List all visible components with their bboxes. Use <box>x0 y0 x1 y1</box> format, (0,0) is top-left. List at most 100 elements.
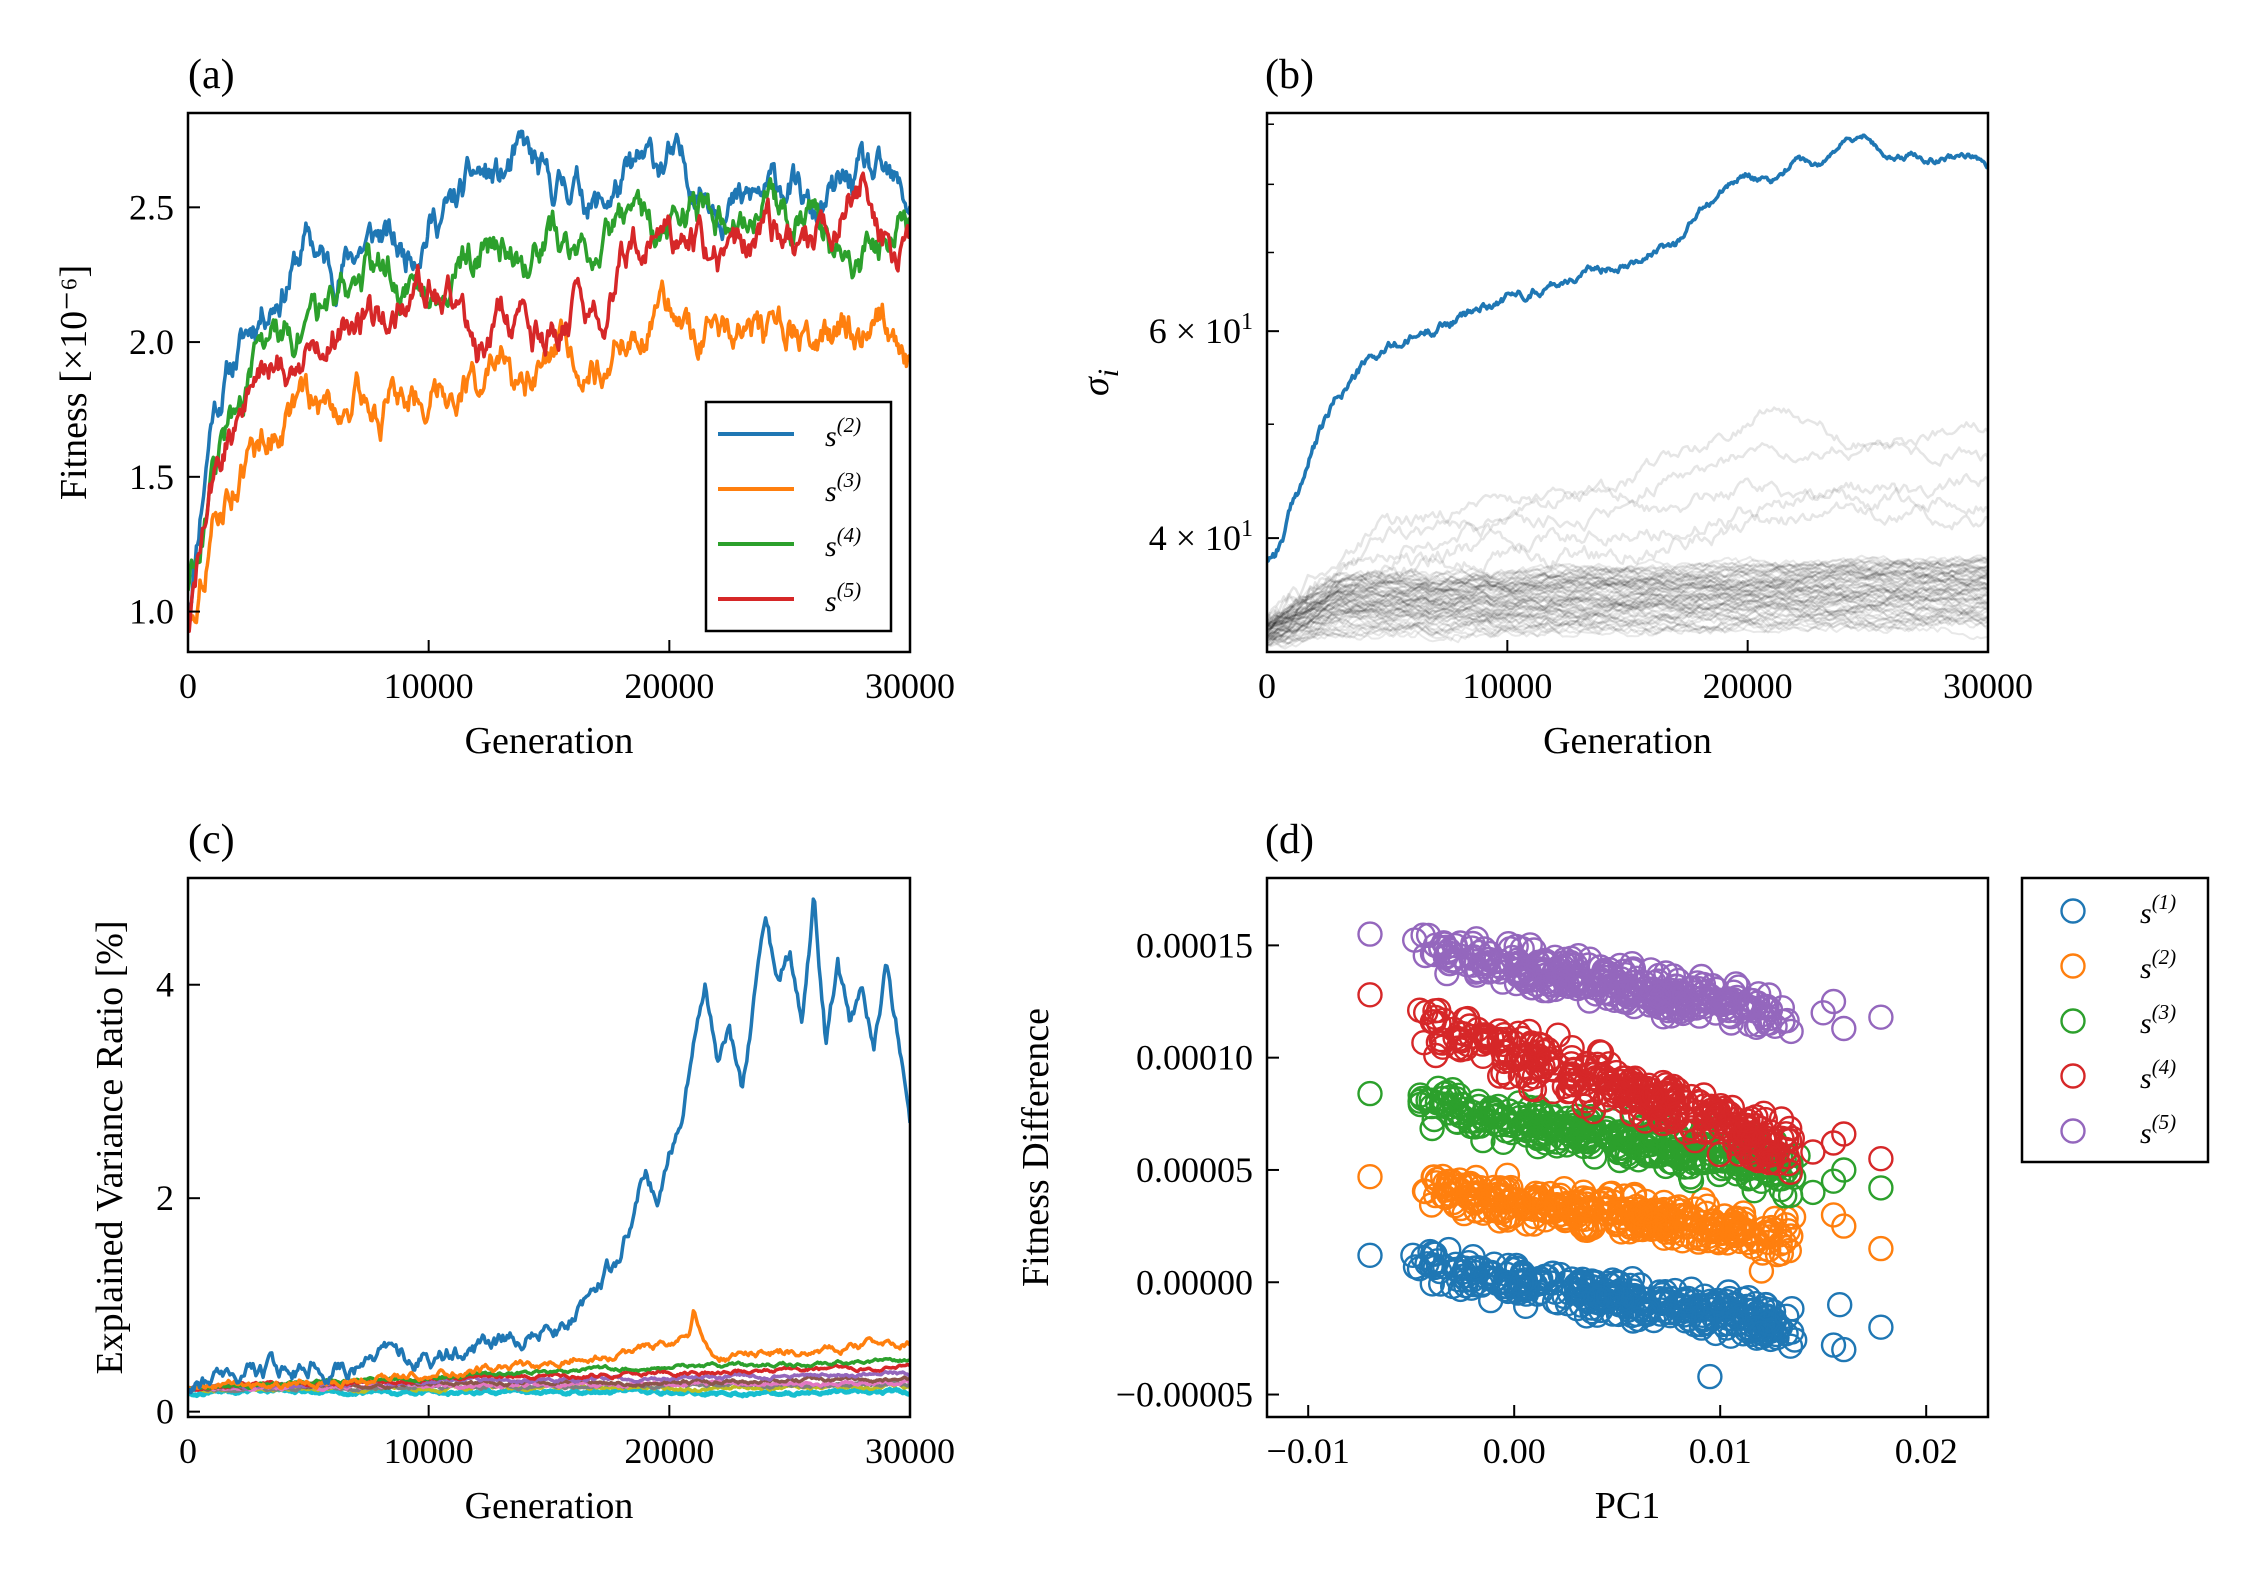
scatter-point <box>1664 1077 1691 1103</box>
scatter-point <box>1653 960 1679 986</box>
scatter-point <box>1635 1296 1661 1323</box>
scatter-point <box>1673 1214 1700 1240</box>
scatter-point <box>1615 1120 1641 1147</box>
sigma-background-line <box>1267 593 1988 639</box>
sigma-background-line <box>1267 556 1988 626</box>
sigma-highlight-line <box>1267 133 1988 563</box>
scatter-point <box>1611 1076 1637 1102</box>
sigma-background-line <box>1267 569 1988 631</box>
panel-b-xlabel: Generation <box>1543 720 1712 762</box>
series-line-s5 <box>188 171 910 633</box>
sigma-background-line <box>1267 595 1988 642</box>
panel-a-plot-area <box>188 129 910 633</box>
panel-c-ytick-label: 0 <box>156 1392 174 1432</box>
scatter-point <box>1511 967 1538 993</box>
scatter-point <box>1569 1266 1596 1293</box>
scatter-point <box>1610 958 1637 984</box>
sigma-background-line <box>1267 570 1988 631</box>
scatter-point <box>1442 1192 1469 1219</box>
scatter-point <box>1544 1191 1570 1218</box>
scatter-point <box>1494 1162 1521 1189</box>
panel-a-xtick-label: 0 <box>179 666 197 706</box>
scatter-point <box>1357 1163 1383 1190</box>
sigma-background-line <box>1267 601 1988 640</box>
sigma-background-line <box>1267 616 1988 648</box>
scatter-point <box>1634 1199 1660 1225</box>
sigma-background-line <box>1267 612 1988 645</box>
legend-frame <box>704 400 893 633</box>
panel-d-legend: s(1) s(2) s(3) s(4) s(5) <box>2020 876 2210 1164</box>
sigma-background-line <box>1267 589 1988 638</box>
panel-b-xtick-label: 30000 <box>1943 666 2033 706</box>
panel-c-ytick-label: 2 <box>156 1178 174 1218</box>
scatter-point <box>1609 1204 1636 1231</box>
scatter-point <box>1673 1288 1700 1314</box>
series-line-s2 <box>188 129 910 619</box>
panel-b-plot-area <box>1267 133 1988 650</box>
sigma-background-line <box>1267 596 1988 639</box>
legend-marker <box>2060 1118 2086 1144</box>
panel-d-xtick-label: −0.01 <box>1267 1431 1350 1471</box>
panel-d-ylabel: Fitness Difference <box>1015 1008 1057 1287</box>
scatter-point <box>1868 1175 1894 1201</box>
sigma-background-line <box>1267 586 1988 637</box>
scatter-point <box>1552 1207 1578 1234</box>
scatter-point <box>1503 1046 1530 1073</box>
scatter-point <box>1470 953 1497 979</box>
scatter-point <box>1427 935 1454 961</box>
scatter-point <box>1770 1008 1796 1034</box>
scatter-point <box>1558 945 1584 971</box>
scatter-point <box>1831 1336 1857 1363</box>
scatter-point <box>1471 936 1498 962</box>
panel-d-ytick-label: 0.00010 <box>1136 1038 1253 1078</box>
scatter-point <box>1483 1102 1510 1129</box>
sigma-background-line <box>1267 570 1988 631</box>
scatter-point <box>1452 1035 1479 1062</box>
scatter-point <box>1749 1240 1776 1266</box>
panel-c-xtick-label: 0 <box>179 1431 197 1471</box>
variance-line-PC1 <box>188 897 910 1395</box>
legend-marker <box>2060 898 2086 924</box>
scatter-point <box>1539 1104 1565 1130</box>
scatter-point <box>1540 1078 1566 1105</box>
panel-d-xtick-label: 0.00 <box>1483 1431 1546 1471</box>
scatter-point <box>1698 1218 1725 1245</box>
panel-b-label: (b) <box>1265 52 1314 98</box>
scatter-point <box>1641 1082 1668 1108</box>
scatter-point <box>1748 1320 1774 1346</box>
scatter-point <box>1642 1211 1668 1237</box>
scatter-point <box>1777 1159 1804 1186</box>
sigma-background-line <box>1267 557 1988 627</box>
panel-a-legend: s(2) s(3) s(4) s(5) <box>704 400 893 633</box>
scatter-point <box>1439 1273 1466 1300</box>
sigma-background-line <box>1267 603 1988 645</box>
scatter-point <box>1633 1132 1659 1159</box>
scatter-point <box>1613 979 1639 1005</box>
panel-c-xtick-label: 10000 <box>384 1431 474 1471</box>
scatter-point <box>1517 932 1543 958</box>
scatter-point <box>1418 1087 1444 1113</box>
sigma-background-line <box>1267 566 1988 628</box>
scatter-point <box>1624 1085 1651 1111</box>
sigma-background-line <box>1267 569 1988 629</box>
panel-b-ytick-label: 4 × 101 <box>1149 516 1253 558</box>
legend-entry: s(5) <box>825 578 861 618</box>
scatter-point <box>1442 1256 1469 1283</box>
scatter-point <box>1530 1197 1557 1223</box>
scatter-point <box>1690 1305 1716 1331</box>
sigma-background-line <box>1267 606 1988 642</box>
sigma-background-line <box>1267 603 1988 645</box>
scatter-point <box>1705 1287 1731 1314</box>
sigma-background-line <box>1267 565 1988 628</box>
scatter-point <box>1540 1260 1566 1286</box>
sigma-background-line <box>1267 580 1988 634</box>
scatter-point <box>1573 1191 1600 1217</box>
sigma-background-line <box>1267 558 1988 626</box>
scatter-point <box>1690 971 1717 998</box>
panel-c-xtick-label: 20000 <box>624 1431 714 1471</box>
scatter-point <box>1586 1284 1613 1311</box>
panel-c-ytick-label: 4 <box>156 965 174 1005</box>
scatter-point <box>1407 1082 1433 1108</box>
scatter-point <box>1617 974 1643 1000</box>
panel-d-ytick-label: 0.00005 <box>1136 1150 1253 1190</box>
